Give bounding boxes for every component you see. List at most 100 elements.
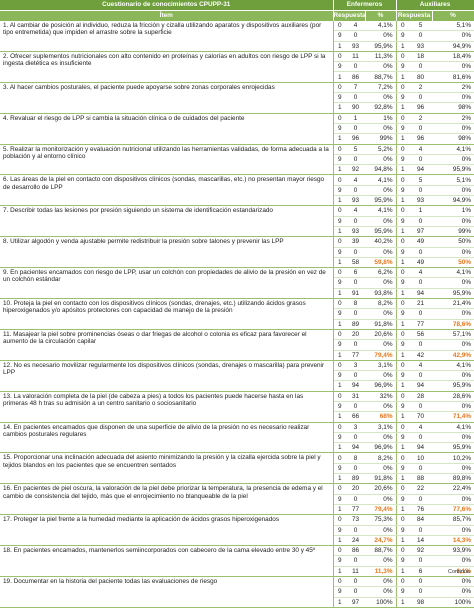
count-cell: 1 <box>396 319 410 330</box>
item-text: 2. Ofrecer suplementos nutricionales con… <box>0 51 334 83</box>
item-text: 10. Proteja la piel en contacto con los … <box>0 298 334 330</box>
count-cell: 9 <box>333 30 346 42</box>
table-row: 1 89 91,8% 1 77 78,6% <box>0 319 474 330</box>
percent-cell: 95,9% <box>432 164 474 176</box>
count-cell: 0 <box>333 113 346 124</box>
percent-cell: 100% <box>432 597 474 608</box>
count-cell: 2 <box>409 82 433 94</box>
column-header: Ítem <box>0 10 334 21</box>
count-cell: 0 <box>396 452 410 464</box>
percent-cell: 92,8% <box>365 102 397 114</box>
count-cell: 1 <box>333 350 346 361</box>
count-cell: 0 <box>346 586 365 598</box>
count-cell: 0 <box>333 236 346 248</box>
count-cell: 86 <box>346 545 365 557</box>
percent-cell: 0% <box>432 92 474 104</box>
percent-cell: 0% <box>365 494 397 505</box>
percent-cell: 50% <box>432 236 474 248</box>
count-cell: 93 <box>346 41 365 52</box>
count-cell: 1 <box>333 41 346 52</box>
percent-cell: 40,2% <box>365 236 397 248</box>
count-cell: 9 <box>396 370 410 382</box>
count-cell: 94 <box>409 164 433 176</box>
item-text: 7. Describir todas las lesiones por pres… <box>0 205 334 238</box>
percent-cell: 11,3% <box>365 51 397 63</box>
count-cell: 0 <box>409 308 433 320</box>
table-row: 13. La valoración completa de la piel (d… <box>0 391 474 423</box>
count-cell: 1 <box>396 566 410 578</box>
count-cell: 80 <box>409 71 433 83</box>
count-cell: 8 <box>346 452 365 464</box>
count-cell: 9 <box>396 401 410 413</box>
count-cell: 0 <box>409 494 433 505</box>
count-cell: 1 <box>396 226 410 238</box>
item-text: 5. Realizar la monitorización y evaluaci… <box>0 144 334 176</box>
count-cell: 0 <box>346 216 365 227</box>
table-row: 9 0 0% 9 0 0% <box>0 92 474 104</box>
percent-cell: 8,2% <box>365 298 397 310</box>
count-cell: 1 <box>396 535 410 547</box>
count-cell: 0 <box>396 113 410 124</box>
table-row: 9 0 0% 9 0 0% <box>0 432 474 444</box>
count-cell: 9 <box>333 555 346 567</box>
count-cell: 0 <box>346 494 365 505</box>
percent-cell: 2% <box>432 82 474 94</box>
percent-cell: 88,7% <box>365 545 397 557</box>
count-cell: 9 <box>333 494 346 505</box>
count-cell: 0 <box>333 21 346 32</box>
percent-cell: 91,8% <box>365 473 397 485</box>
count-cell: 1 <box>346 113 365 124</box>
count-cell: 0 <box>333 452 346 464</box>
count-cell: 9 <box>333 525 346 536</box>
count-cell: 1 <box>333 535 346 547</box>
count-cell: 0 <box>346 432 365 444</box>
count-cell: 96 <box>409 133 433 145</box>
count-cell: 0 <box>409 92 433 104</box>
count-cell: 9 <box>333 308 346 320</box>
percent-cell: 42,9% <box>432 350 474 361</box>
count-cell: 39 <box>346 236 365 248</box>
count-cell: 4 <box>409 422 433 433</box>
count-cell: 8 <box>346 298 365 310</box>
count-cell: 1 <box>333 442 346 454</box>
table-row: 17. Proteger la piel frente a la humedad… <box>0 514 474 547</box>
percent-cell: 0% <box>432 494 474 505</box>
percent-cell: 3,1% <box>365 422 397 433</box>
count-cell: 1 <box>333 71 346 83</box>
item-text: 19. Documentar en la historia del pacien… <box>0 576 334 608</box>
count-cell: 1 <box>333 102 346 114</box>
count-cell: 11 <box>346 566 365 578</box>
count-cell: 0 <box>409 339 433 351</box>
item-text: 6. Las áreas de la piel en contacto con … <box>0 174 334 207</box>
column-header: % <box>365 10 397 21</box>
count-cell: 0 <box>346 463 365 475</box>
count-cell: 4 <box>346 174 365 186</box>
percent-cell: 0% <box>432 586 474 598</box>
count-cell: 1 <box>333 566 346 578</box>
count-cell: 4 <box>346 21 365 32</box>
table-row: 9 0 0% 9 0 0% <box>0 370 474 382</box>
count-cell: 1 <box>333 504 346 516</box>
count-cell: 0 <box>333 391 346 402</box>
percent-cell: 0% <box>365 216 397 227</box>
count-cell: 1 <box>396 195 410 207</box>
percent-cell: 5,2% <box>365 144 397 155</box>
item-text: 18. En pacientes encamados, mantenerlos … <box>0 545 334 578</box>
count-cell: 1 <box>396 41 410 52</box>
percent-cell: 4,1% <box>432 144 474 155</box>
item-text: 12. No es necesario movilizar regularmen… <box>0 360 334 392</box>
count-cell: 20 <box>346 329 365 341</box>
percent-cell: 79,4% <box>365 504 397 516</box>
percent-cell: 2% <box>432 113 474 124</box>
count-cell: 1 <box>333 164 346 176</box>
count-cell: 1 <box>333 319 346 330</box>
table-row: 14. En pacientes encamados que disponen … <box>0 422 474 454</box>
percent-cell: 0% <box>365 586 397 598</box>
percent-cell: 81,6% <box>432 71 474 83</box>
count-cell: 9 <box>333 432 346 444</box>
count-cell: 1 <box>396 597 410 608</box>
count-cell: 94 <box>346 442 365 454</box>
percent-cell: 0% <box>365 432 397 444</box>
count-cell: 1 <box>396 473 410 485</box>
